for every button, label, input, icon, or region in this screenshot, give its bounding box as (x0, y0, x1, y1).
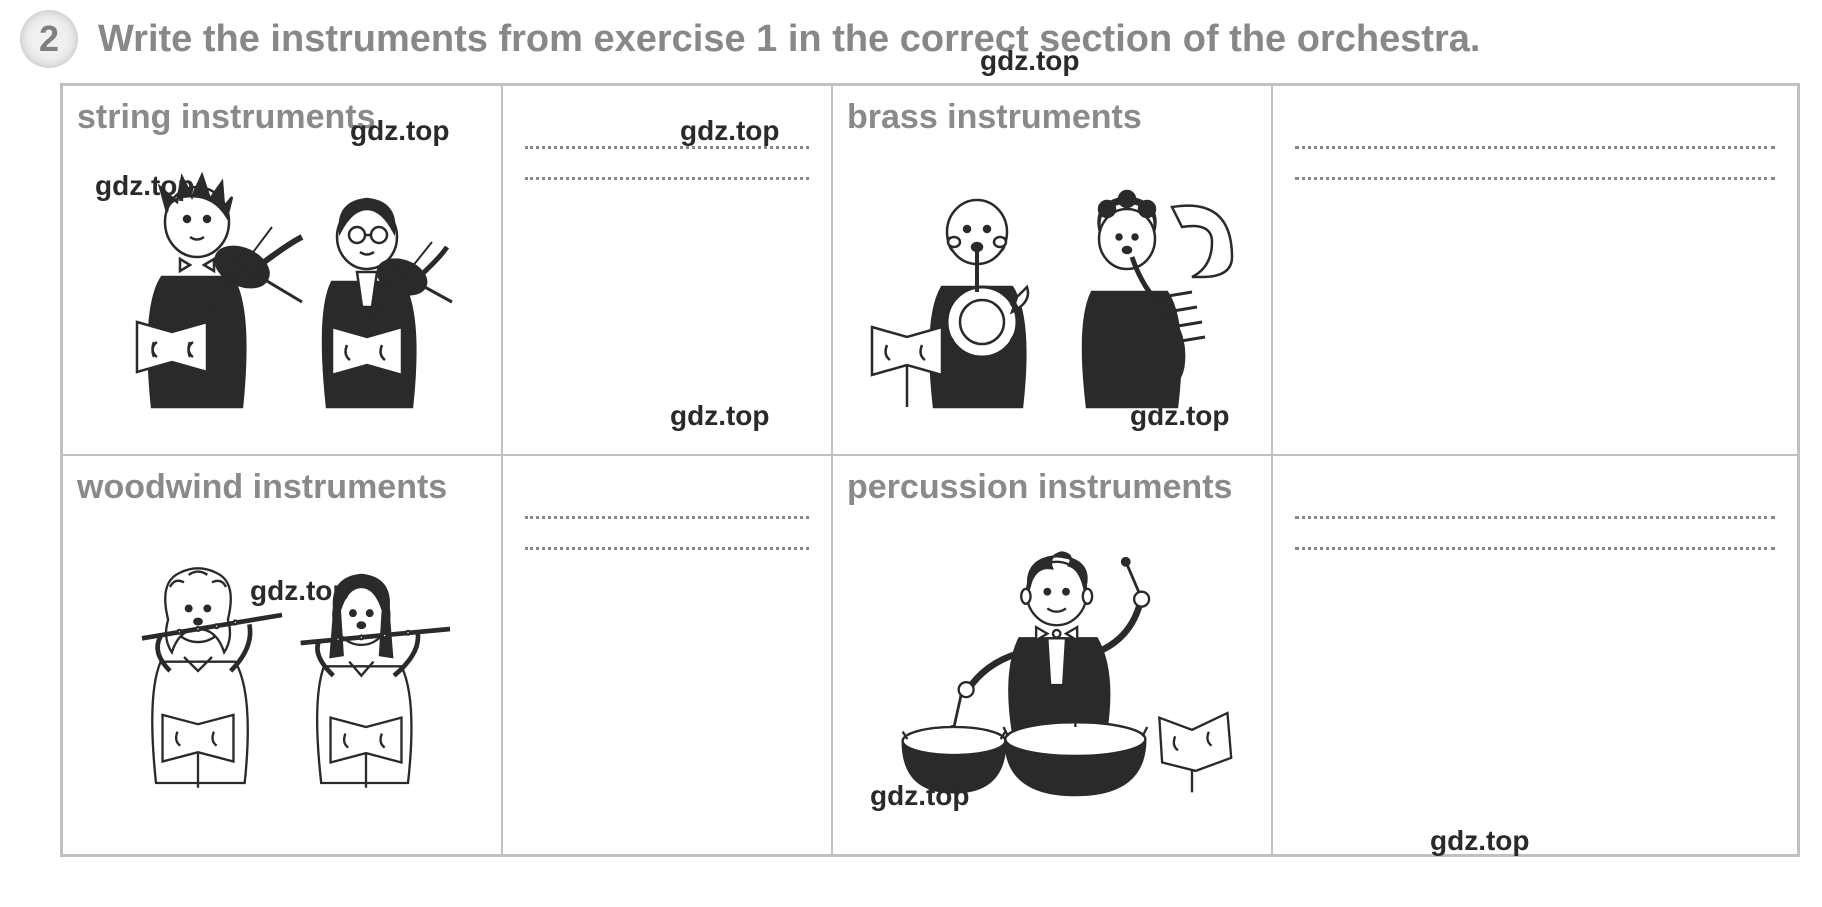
exercise-number-badge: 2 (20, 10, 78, 68)
percussion-title: percussion instruments (847, 468, 1257, 507)
exercise-header: 2 Write the instruments from exercise 1 … (20, 10, 1802, 68)
string-illustration (77, 147, 487, 427)
woodwind-image-cell: woodwind instruments (62, 455, 502, 855)
percussion-image-cell: percussion instruments (832, 455, 1272, 855)
dotted-line (525, 547, 809, 550)
exercise-number: 2 (39, 18, 59, 60)
brass-image-cell: brass instruments (832, 85, 1272, 455)
dotted-line (1295, 146, 1775, 149)
dotted-line (525, 177, 809, 180)
dotted-line (525, 516, 809, 519)
brass-illustration (847, 147, 1257, 427)
brass-title: brass instruments (847, 98, 1257, 137)
answer-lines (517, 468, 817, 550)
string-answer-cell[interactable] (502, 85, 832, 455)
answer-lines (1287, 98, 1783, 180)
exercise-instruction: Write the instruments from exercise 1 in… (98, 18, 1480, 61)
dotted-line (1295, 177, 1775, 180)
woodwind-illustration (77, 517, 487, 797)
percussion-answer-cell[interactable] (1272, 455, 1798, 855)
string-title: string instruments (77, 98, 487, 137)
woodwind-title: woodwind instruments (77, 468, 487, 507)
string-image-cell: string instruments (62, 85, 502, 455)
dotted-line (525, 146, 809, 149)
dotted-line (1295, 516, 1775, 519)
answer-lines (1287, 468, 1783, 550)
answer-lines (517, 98, 817, 180)
orchestra-grid: string instruments (60, 83, 1800, 857)
brass-answer-cell[interactable] (1272, 85, 1798, 455)
percussion-illustration (847, 517, 1257, 797)
woodwind-answer-cell[interactable] (502, 455, 832, 855)
dotted-line (1295, 547, 1775, 550)
